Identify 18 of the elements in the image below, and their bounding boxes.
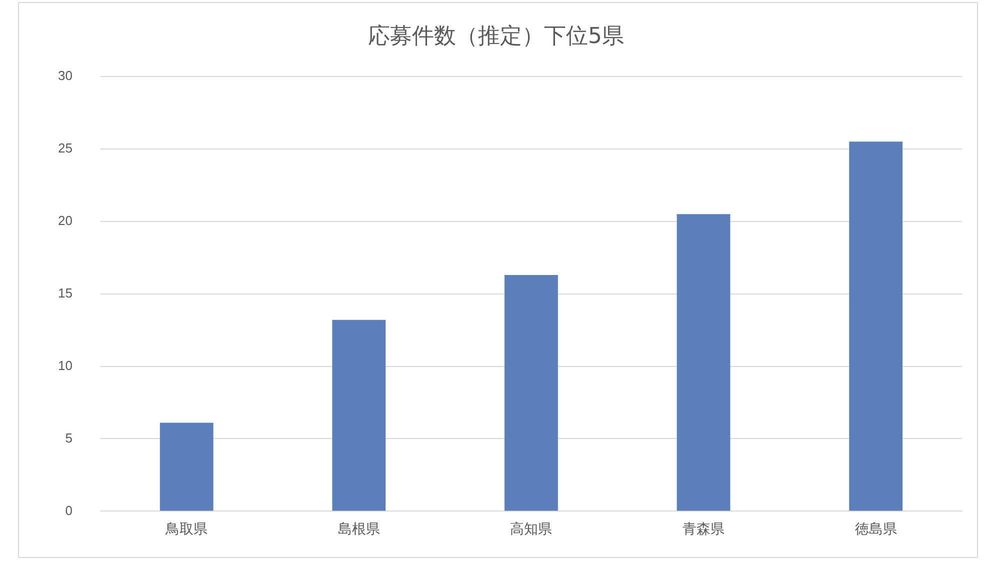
bar bbox=[332, 320, 386, 511]
y-tick-label: 20 bbox=[58, 212, 72, 228]
x-tick-label: 徳島県 bbox=[854, 520, 897, 536]
x-tick-label: 島根県 bbox=[338, 520, 380, 536]
y-tick-label: 15 bbox=[58, 285, 72, 300]
x-tick-label: 高知県 bbox=[510, 520, 552, 536]
y-tick-label: 25 bbox=[58, 140, 72, 156]
chart-title: 応募件数（推定）下位5県 bbox=[368, 24, 624, 49]
y-tick-label: 10 bbox=[58, 358, 72, 373]
y-tick-label: 30 bbox=[58, 68, 72, 83]
bar bbox=[504, 274, 558, 511]
y-tick-label: 5 bbox=[65, 430, 72, 446]
bar bbox=[676, 214, 730, 511]
bar bbox=[160, 422, 214, 511]
x-tick-label: 青森県 bbox=[682, 520, 725, 536]
y-tick-label: 0 bbox=[65, 502, 72, 518]
x-tick-label: 鳥取県 bbox=[164, 520, 208, 536]
bar bbox=[849, 142, 903, 511]
